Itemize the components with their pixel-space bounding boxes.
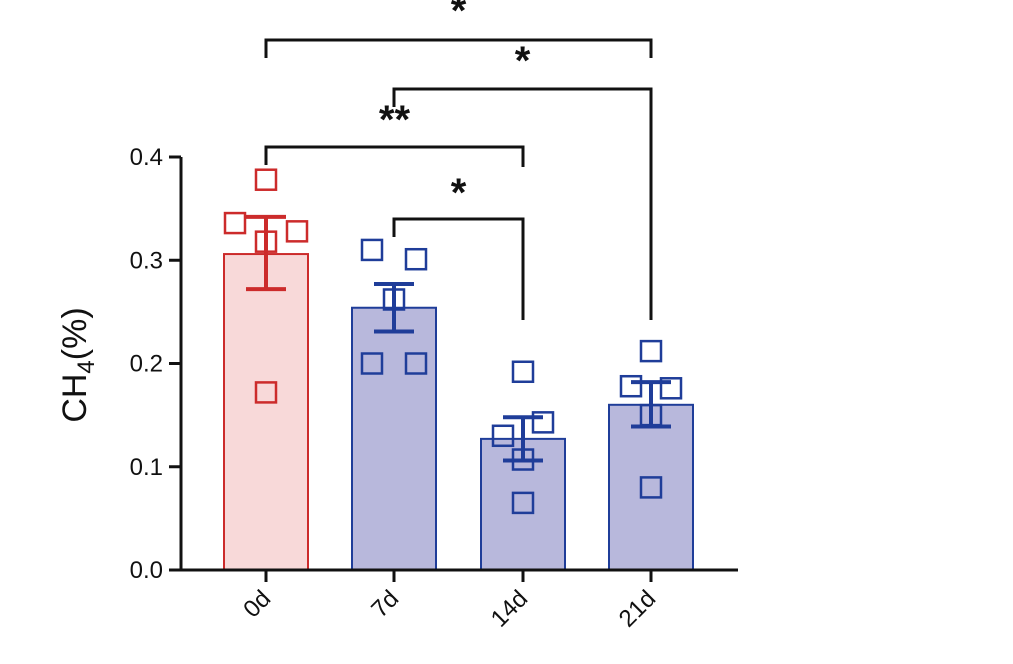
y-tick-label: 0.2 — [130, 351, 163, 378]
data-point-14d — [491, 424, 515, 448]
data-point-0d — [285, 220, 309, 243]
data-point-21d — [639, 339, 663, 363]
data-point-0d — [223, 211, 247, 235]
data-point-7d — [404, 247, 428, 271]
x-tick-label-21d: 21d — [614, 585, 661, 632]
data-point-7d — [360, 238, 384, 262]
data-point-0d — [254, 230, 278, 253]
data-point-21d — [659, 377, 683, 400]
data-point-21d — [639, 476, 663, 499]
x-tick-label-14d: 14d — [486, 585, 533, 632]
bar-0d — [223, 253, 309, 571]
y-tick-label: 0.3 — [130, 247, 163, 274]
significance-label: ** — [379, 98, 411, 142]
data-point-14d — [531, 411, 555, 434]
data-point-7d — [360, 352, 384, 375]
y-tick-label: 0.4 — [130, 144, 163, 171]
bar-7d — [351, 306, 437, 571]
significance-bracket — [392, 87, 653, 320]
data-point-7d — [382, 288, 406, 311]
significance-bracket — [264, 145, 525, 167]
significance-label: * — [451, 0, 467, 33]
data-point-21d — [639, 403, 663, 427]
data-point-14d — [511, 491, 535, 515]
y-tick-label: 0.1 — [130, 454, 163, 481]
data-point-14d — [511, 360, 535, 384]
significance-bracket — [392, 217, 525, 320]
x-tick-label-0d: 0d — [238, 585, 276, 623]
y-tick-label: 0.0 — [130, 557, 163, 584]
significance-label: * — [451, 171, 467, 215]
x-tick-label-7d: 7d — [366, 585, 404, 623]
significance-label: * — [515, 39, 531, 83]
y-axis-label: CH4(%) — [56, 307, 100, 422]
data-point-0d — [254, 381, 278, 404]
data-point-14d — [511, 448, 535, 471]
data-point-21d — [619, 374, 643, 398]
data-point-0d — [254, 168, 278, 191]
data-point-7d — [404, 352, 428, 375]
bar-21d — [608, 403, 694, 571]
significance-bracket — [264, 38, 653, 58]
